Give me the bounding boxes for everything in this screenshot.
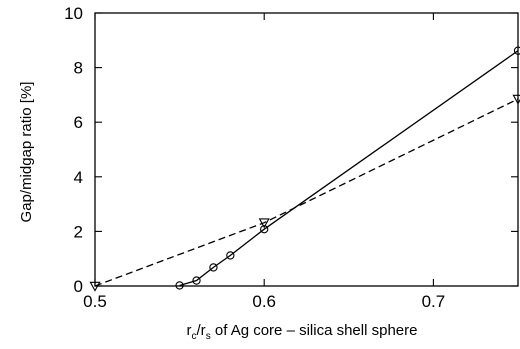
x-axis-title-rest: of Ag core – silica shell sphere [211, 322, 418, 339]
x-axis-title-r: r [187, 322, 192, 339]
series-line-1 [179, 50, 519, 287]
x-tick-label: 0.6 [252, 292, 276, 311]
x-axis-title-sub-c: c [192, 331, 197, 342]
plot-frame [94, 12, 519, 287]
data-point-triangle [512, 94, 520, 105]
y-tick-label: 6 [74, 113, 83, 132]
data-point-circle [192, 276, 201, 285]
series-line-2 [94, 98, 519, 287]
x-axis-title: rc/rs of Ag core – silica shell sphere [187, 322, 418, 342]
y-axis-title: Gap/midgap ratio [%] [18, 82, 35, 223]
axis-ticks [94, 12, 518, 287]
data-point-circle [209, 263, 218, 272]
plot-area [89, 46, 520, 292]
x-tick-label: 0.7 [422, 292, 446, 311]
tick-labels: 0 2 4 6 8 10 0.5 0.6 0.7 [64, 4, 445, 311]
data-point-circle [260, 225, 269, 234]
data-point-triangle [258, 218, 270, 229]
y-tick-label: 10 [64, 4, 83, 23]
y-tick-label: 4 [74, 168, 83, 187]
y-tick-label: 2 [74, 222, 83, 241]
x-axis-title-slash-r: /r [197, 322, 206, 339]
x-axis-title-sub-s: s [206, 331, 211, 342]
y-tick-label: 8 [74, 59, 83, 78]
data-point-circle [226, 251, 235, 260]
x-tick-label: 0.5 [83, 292, 107, 311]
y-tick-label: 0 [74, 277, 83, 296]
